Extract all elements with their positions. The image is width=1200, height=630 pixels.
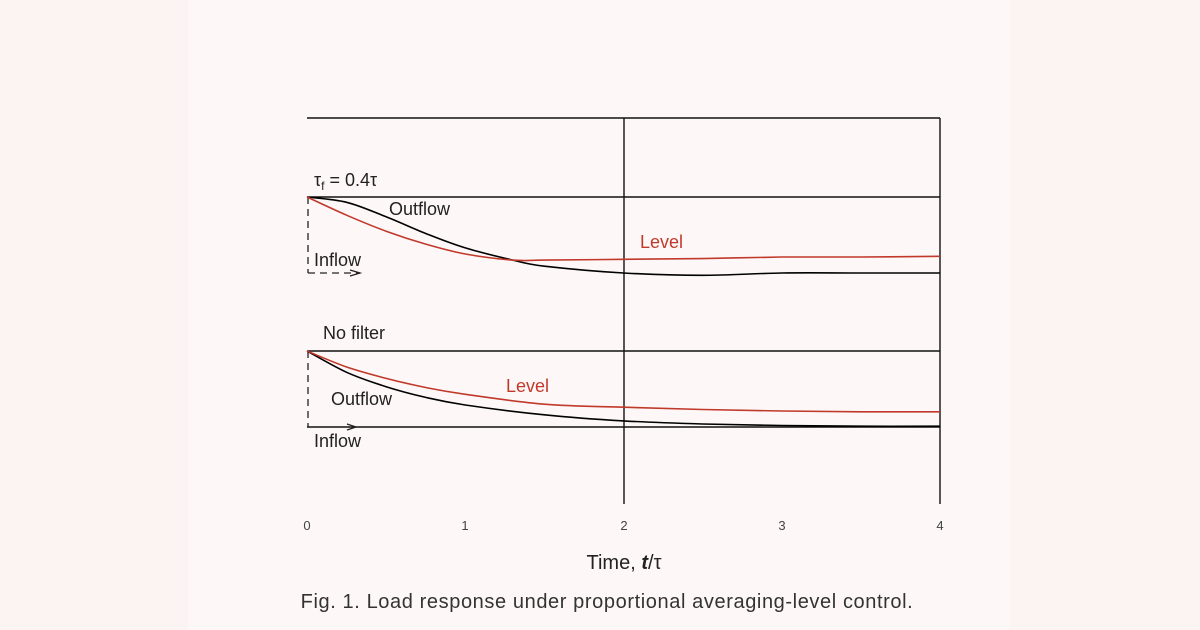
figure-caption: Fig. 1. Load response under proportional… [301,591,914,613]
lower-panel-label: No filter [323,323,385,343]
figure-panel [188,0,1010,630]
lower-outflow-label: Outflow [331,389,393,409]
upper-inflow-label: Inflow [314,250,362,270]
upper-inflow-arrow-icon [349,269,363,277]
tick-1: 1 [461,518,468,533]
x-axis-label: Time, t/τ [587,552,662,574]
lower-inflow-label: Inflow [314,431,362,451]
upper-panel-label: τf = 0.4τ [314,170,377,193]
tick-3: 3 [778,518,785,533]
upper-outflow-curve [306,196,940,277]
upper-inflow-step [307,197,360,274]
chart-frame [307,117,941,504]
upper-outflow-label: Outflow [389,199,451,219]
lower-level-curve [306,350,941,413]
lower-inflow-arrow-icon [346,423,359,431]
upper-level-label: Level [640,232,683,252]
x-axis-ticks: 0 1 2 3 4 [303,518,943,533]
tick-2: 2 [620,518,627,533]
lower-outflow-curve [306,350,941,428]
tick-4: 4 [936,518,943,533]
upper-level-curve [306,196,941,262]
tick-0: 0 [303,518,310,533]
lower-level-label: Level [506,376,549,396]
